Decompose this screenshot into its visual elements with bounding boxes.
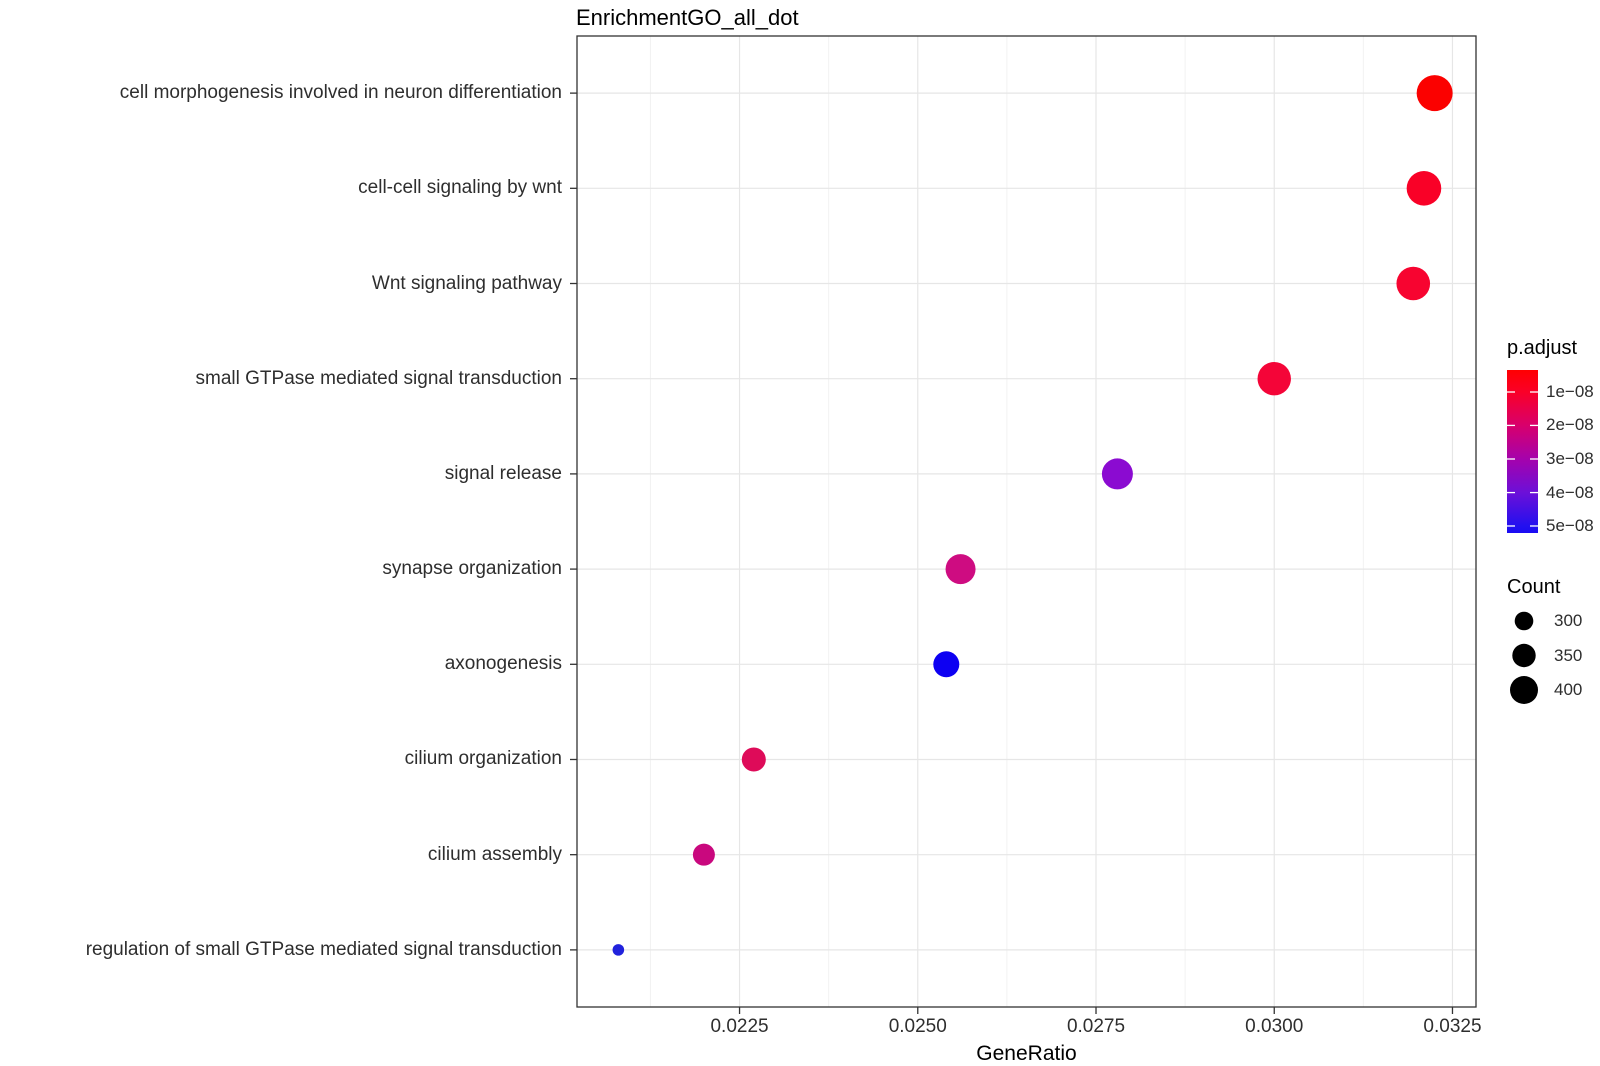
data-point-4 bbox=[1257, 362, 1291, 396]
padjust-colorbar bbox=[1507, 370, 1538, 533]
count-tick-label-350: 350 bbox=[1554, 645, 1583, 665]
x-axis-title: GeneRatio bbox=[976, 1042, 1077, 1065]
data-point-9 bbox=[692, 843, 715, 866]
x-tick-label-2: 0.0250 bbox=[888, 1016, 947, 1037]
y-tick-label-1: cell morphogenesis involved in neuron di… bbox=[119, 82, 562, 104]
padjust-tick-label-3: 3e−08 bbox=[1546, 448, 1594, 468]
y-tick-label-3: Wnt signaling pathway bbox=[371, 272, 562, 294]
color-legend-title: p.adjust bbox=[1507, 337, 1578, 359]
count-tick-label-300: 300 bbox=[1554, 611, 1583, 630]
size-legend-title: Count bbox=[1507, 576, 1561, 598]
count-legend-dot-350 bbox=[1512, 643, 1536, 668]
data-point-5 bbox=[1101, 458, 1133, 490]
y-tick-label-5: signal release bbox=[444, 462, 562, 484]
data-point-1 bbox=[1416, 75, 1453, 112]
y-tick-label-9: cilium assembly bbox=[427, 843, 562, 865]
x-tick-label-4: 0.0300 bbox=[1245, 1016, 1304, 1037]
padjust-tick-label-4: 4e−08 bbox=[1546, 482, 1594, 502]
x-tick-label-5: 0.0325 bbox=[1423, 1016, 1482, 1037]
panel-background bbox=[577, 36, 1476, 1007]
count-legend-dot-400 bbox=[1510, 676, 1538, 704]
y-tick-label-4: small GTPase mediated signal transductio… bbox=[195, 367, 562, 389]
count-legend-dot-300 bbox=[1514, 611, 1534, 631]
padjust-tick-label-5: 5e−08 bbox=[1546, 515, 1594, 535]
padjust-tick-label-2: 2e−08 bbox=[1546, 415, 1594, 435]
y-tick-label-10: regulation of small GTPase mediated sign… bbox=[85, 938, 562, 960]
padjust-tick-label-1: 1e−08 bbox=[1546, 382, 1594, 401]
y-tick-label-2: cell-cell signaling by wnt bbox=[358, 177, 562, 199]
data-point-10 bbox=[612, 944, 625, 956]
data-point-3 bbox=[1396, 266, 1431, 301]
panel-border bbox=[576, 35, 1477, 1008]
data-point-7 bbox=[933, 651, 960, 678]
x-tick-label-1: 0.0225 bbox=[710, 1016, 769, 1037]
data-point-2 bbox=[1406, 171, 1442, 206]
count-tick-label-400: 400 bbox=[1554, 680, 1583, 699]
y-tick-label-8: cilium organization bbox=[404, 748, 562, 770]
y-tick-label-6: synapse organization bbox=[382, 558, 562, 580]
x-tick-label-3: 0.0275 bbox=[1066, 1016, 1126, 1037]
data-point-8 bbox=[741, 747, 766, 772]
data-point-6 bbox=[945, 554, 976, 585]
y-tick-label-7: axonogenesis bbox=[444, 653, 562, 675]
plot-title: EnrichmentGO_all_dot bbox=[576, 5, 799, 30]
